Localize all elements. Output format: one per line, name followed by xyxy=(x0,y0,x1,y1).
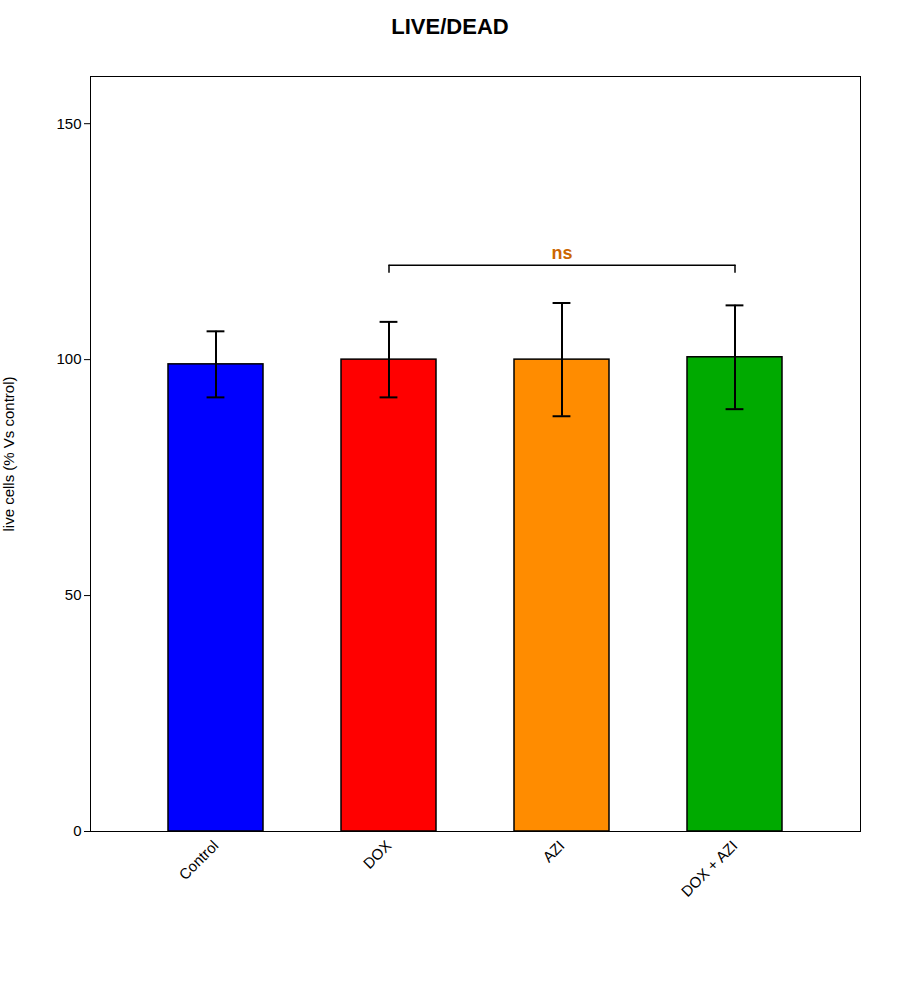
svg-text:DOX + AZI: DOX + AZI xyxy=(678,837,741,900)
svg-text:ns: ns xyxy=(552,243,573,263)
svg-text:0: 0 xyxy=(73,822,81,839)
svg-text:live cells (% Vs control): live cells (% Vs control) xyxy=(0,376,17,531)
svg-text:100: 100 xyxy=(56,350,81,367)
html-text:LIVE/DEAD: LIVE/DEAD xyxy=(391,14,509,39)
svg-text:AZI: AZI xyxy=(539,837,568,866)
svg-text:50: 50 xyxy=(65,586,82,603)
svg-text:DOX: DOX xyxy=(360,837,395,872)
svg-text:Control: Control xyxy=(175,837,221,883)
svg-text:150: 150 xyxy=(56,114,81,131)
